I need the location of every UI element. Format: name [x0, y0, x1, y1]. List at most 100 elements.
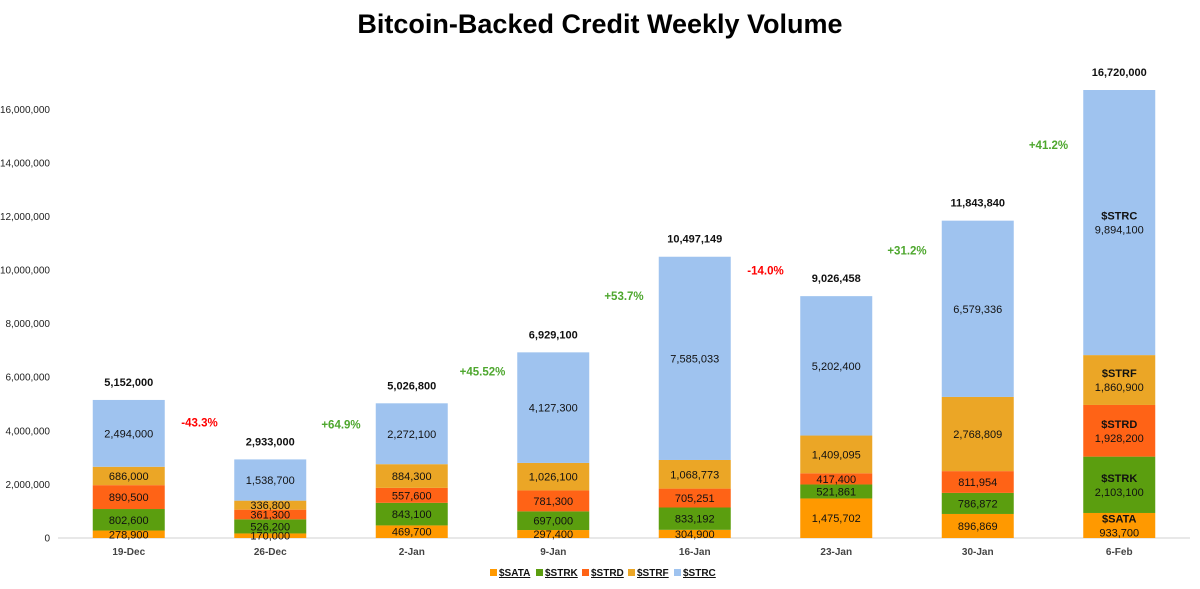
week-change-label: +41.2% — [1029, 140, 1068, 152]
bar-segment-strf — [375, 464, 448, 488]
segment-value-label: 781,300 — [533, 496, 573, 508]
x-tick-label: 16-Jan — [679, 547, 711, 558]
segment-value-label: 5,202,400 — [812, 361, 861, 373]
bars-layer — [92, 90, 1156, 538]
segment-value-label: 4,127,300 — [529, 403, 578, 415]
bar-segment-strf — [1083, 355, 1156, 405]
x-tick-label: 9-Jan — [540, 547, 566, 558]
bar-segment-strf — [517, 462, 590, 491]
bar-segment-strk — [517, 511, 590, 531]
chart-title: Bitcoin-Backed Credit Weekly Volume — [357, 9, 842, 39]
segment-value-label: 933,700 — [1099, 527, 1139, 539]
bar-total-label: 2,933,000 — [246, 436, 295, 448]
bar-total-label: 5,026,800 — [387, 380, 436, 392]
y-tick-label: 4,000,000 — [6, 426, 51, 437]
bar-segment-sata — [375, 525, 448, 538]
bar-segment-sata — [1083, 512, 1156, 538]
chart-legend: $SATA $STRK $STRD $STRF $STRC — [490, 568, 716, 579]
segment-value-label: 811,954 — [958, 477, 997, 489]
segment-value-label: 802,600 — [109, 515, 149, 527]
segment-value-label: 2,768,809 — [953, 429, 1002, 441]
segment-value-label: 7,585,033 — [670, 353, 719, 365]
bar-segment-sata — [941, 513, 1014, 538]
y-tick-label: 14,000,000 — [0, 158, 50, 169]
bar-segment-strc — [1083, 90, 1156, 356]
y-tick-label: 10,000,000 — [0, 266, 50, 277]
legend-swatch — [490, 569, 497, 576]
bar-segment-strf — [658, 459, 731, 489]
segment-value-label: 417,400 — [816, 474, 856, 486]
bar-segment-strd — [941, 471, 1014, 493]
week-change-label: +45.52% — [460, 366, 506, 378]
segment-value-label: 9,894,100 — [1095, 225, 1144, 237]
segment-value-label: 170,000 — [250, 531, 290, 543]
y-tick-label: 8,000,000 — [6, 319, 51, 330]
bar-segment-strf — [234, 500, 307, 510]
bar-segment-strk — [375, 502, 448, 526]
bar-total-label: 10,497,149 — [667, 234, 722, 246]
segment-value-label: 1,538,700 — [246, 475, 295, 487]
bar-segment-strk — [92, 509, 165, 531]
segment-value-label: 1,409,095 — [812, 449, 861, 461]
bar-segment-strc — [234, 459, 307, 501]
segment-value-label: 890,500 — [109, 492, 149, 504]
segment-value-label: 521,861 — [816, 486, 856, 498]
segment-value-label: 297,400 — [533, 529, 573, 541]
segment-value-label: 6,579,336 — [953, 304, 1002, 316]
bar-segment-strk — [1083, 456, 1156, 513]
segment-value-label: 1,475,702 — [812, 513, 861, 525]
segment-value-label: 469,700 — [392, 527, 432, 539]
segment-value-label: 1,026,100 — [529, 472, 578, 484]
legend-label: $STRC — [683, 568, 716, 579]
segment-value-label: 336,800 — [250, 500, 290, 512]
legend-label: $SATA — [499, 568, 530, 579]
bar-segment-strc — [658, 256, 731, 460]
bar-segment-strc — [375, 403, 448, 465]
bar-segment-strc — [800, 296, 873, 436]
segment-value-label: 2,272,100 — [387, 429, 436, 441]
bar-segment-strf — [941, 396, 1014, 472]
segment-value-label: 304,900 — [675, 529, 715, 541]
y-tick-label: 12,000,000 — [0, 212, 50, 223]
segment-value-label: 557,600 — [392, 490, 432, 502]
bar-total-label: 11,843,840 — [951, 198, 1005, 210]
bar-segment-strf — [92, 466, 165, 486]
bar-segment-strf — [800, 435, 873, 474]
bar-segment-strk — [234, 519, 307, 534]
bar-segment-strd — [92, 485, 165, 510]
segment-value-label: 526,200 — [250, 521, 290, 533]
segment-value-label: 1,928,200 — [1095, 433, 1144, 445]
series-tag-label: $STRK — [1101, 473, 1137, 485]
x-tick-label: 26-Dec — [254, 547, 287, 558]
bar-segment-strd — [375, 487, 448, 503]
week-change-label: -14.0% — [747, 265, 783, 277]
segment-value-label: 884,300 — [392, 471, 432, 483]
series-tag-label: $STRF — [1102, 368, 1137, 380]
legend-swatch — [582, 569, 589, 576]
bar-total-label: 16,720,000 — [1092, 67, 1147, 79]
bar-segment-strc — [92, 399, 165, 467]
bar-total-label: 6,929,100 — [529, 329, 578, 341]
bar-segment-strd — [234, 509, 307, 520]
segment-value-label: 786,872 — [958, 498, 998, 510]
series-tag-label: $SATA — [1102, 513, 1136, 525]
bar-segment-strc — [517, 352, 590, 463]
legend-label: $STRD — [591, 568, 624, 579]
x-tick-label: 19-Dec — [112, 547, 145, 558]
segment-value-label: 278,900 — [109, 529, 149, 541]
bar-segment-strd — [800, 473, 873, 485]
week-change-label: +64.9% — [321, 420, 360, 432]
bar-segment-strc — [941, 220, 1014, 397]
week-change-label: +53.7% — [604, 291, 643, 303]
segment-value-label: 697,000 — [533, 516, 573, 528]
segment-value-label: 1,860,900 — [1095, 382, 1144, 394]
segment-value-label: 686,000 — [109, 471, 149, 483]
y-tick-label: 2,000,000 — [6, 480, 51, 491]
segment-value-label: 1,068,773 — [670, 469, 719, 481]
legend-swatch — [674, 569, 681, 576]
bar-segment-strk — [941, 492, 1014, 514]
week-change-label: -43.3% — [181, 418, 217, 430]
y-tick-label: 16,000,000 — [0, 105, 50, 116]
bar-total-label: 9,026,458 — [812, 273, 861, 285]
